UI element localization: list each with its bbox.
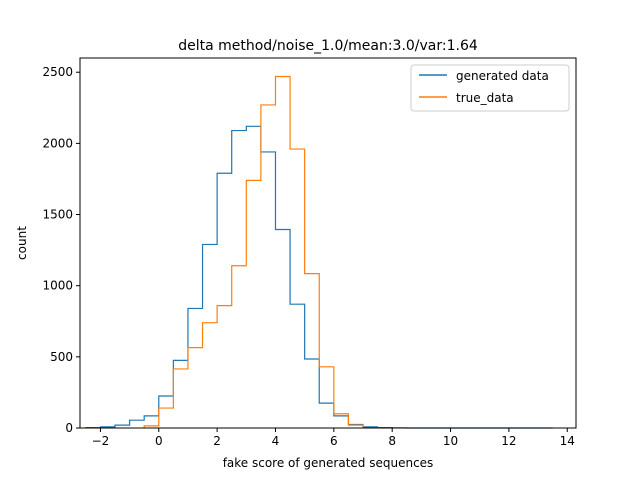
y-tick-label: 500 xyxy=(50,350,73,364)
chart-title: delta method/noise_1.0/mean:3.0/var:1.64 xyxy=(178,38,478,54)
x-tick-label: 2 xyxy=(213,434,221,448)
y-tick-label: 0 xyxy=(65,421,73,435)
y-tick-label: 1000 xyxy=(42,279,73,293)
legend-label-true-data: true_data xyxy=(456,91,514,105)
y-axis-label: count xyxy=(15,226,29,260)
legend: generated data true_data xyxy=(410,64,570,112)
x-tick-label: 4 xyxy=(272,434,280,448)
y-tick-label: 2000 xyxy=(42,136,73,150)
plot-frame xyxy=(79,57,577,429)
x-tick-label: 10 xyxy=(443,434,458,448)
x-tick-label: 8 xyxy=(388,434,396,448)
x-tick-label: 14 xyxy=(560,434,575,448)
y-axis: 0 500 1000 1500 2000 2500 xyxy=(42,65,80,435)
histogram-series-true-data xyxy=(143,75,364,428)
x-tick-label: 0 xyxy=(155,434,163,448)
x-axis: −2 0 2 4 6 8 10 12 14 xyxy=(92,428,575,448)
y-tick-label: 2500 xyxy=(42,65,73,79)
x-axis-label: fake score of generated sequences xyxy=(223,456,434,470)
legend-box xyxy=(410,64,570,112)
x-tick-label: 12 xyxy=(501,434,516,448)
x-tick-label: −2 xyxy=(92,434,110,448)
x-tick-label: 6 xyxy=(330,434,338,448)
legend-label-generated-data: generated data xyxy=(456,69,549,83)
y-tick-label: 1500 xyxy=(42,208,73,222)
